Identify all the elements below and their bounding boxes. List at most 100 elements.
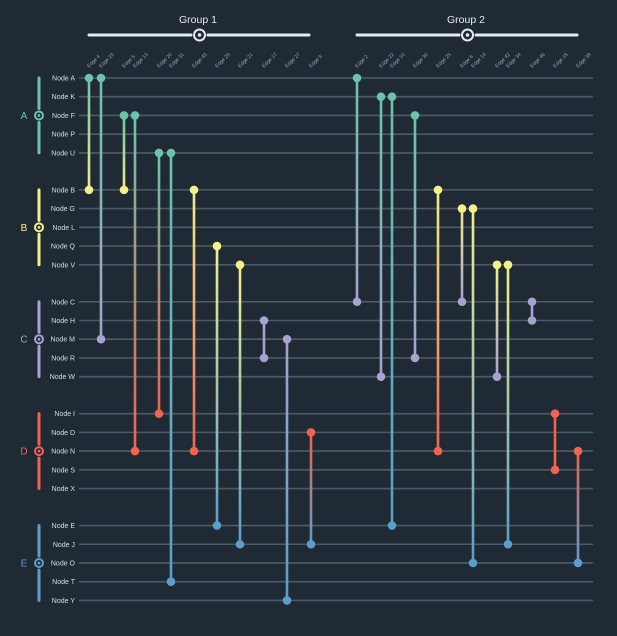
edge-endpoint[interactable] (387, 92, 397, 102)
edge-endpoint[interactable] (573, 446, 583, 456)
node-label: Node M (50, 337, 75, 344)
edge-endpoint[interactable] (376, 92, 386, 102)
edge-endpoint[interactable] (457, 204, 467, 213)
edge-endpoint[interactable] (306, 428, 316, 437)
edge-endpoint[interactable] (376, 372, 386, 381)
group-letter: E (21, 558, 28, 569)
edge-endpoint[interactable] (212, 241, 222, 251)
edge-endpoint[interactable] (527, 316, 537, 325)
edge-13[interactable] (376, 92, 386, 381)
edge-endpoint[interactable] (119, 185, 129, 195)
group-c-marker[interactable]: C (20, 300, 44, 379)
node-label: Node V (52, 262, 76, 269)
edge-0[interactable] (84, 73, 94, 195)
edge-endpoint[interactable] (282, 334, 292, 344)
node-label: Node T (52, 579, 76, 586)
edge-12[interactable] (352, 73, 362, 307)
group-e-marker[interactable]: E (21, 524, 44, 602)
edge-endpoint[interactable] (352, 297, 362, 307)
edge-19[interactable] (492, 260, 502, 381)
edge-9[interactable] (259, 316, 269, 363)
edge-endpoint[interactable] (492, 260, 502, 270)
edge-endpoint[interactable] (189, 446, 199, 456)
node-label: Node D (51, 430, 75, 437)
edge-label: Edge 18 (552, 52, 570, 70)
edge-7[interactable] (212, 241, 222, 530)
edge-label: Edge 17 (261, 52, 279, 70)
group-1-slider[interactable] (87, 28, 311, 42)
node-label: Node J (53, 542, 75, 549)
edge-17[interactable] (457, 204, 467, 307)
edge-endpoint[interactable] (154, 148, 164, 158)
edge-label: Edge 14 (470, 52, 488, 70)
edge-endpoint[interactable] (130, 446, 140, 456)
edge-endpoint[interactable] (527, 297, 537, 307)
edge-8[interactable] (235, 260, 245, 549)
edge-16[interactable] (433, 185, 443, 456)
edge-endpoint[interactable] (259, 353, 269, 363)
edge-label: Edge 46 (529, 52, 547, 70)
edge-endpoint[interactable] (410, 353, 420, 363)
edge-endpoint[interactable] (282, 596, 292, 605)
edge-21[interactable] (527, 297, 537, 325)
edge-endpoint[interactable] (306, 539, 316, 549)
node-label: Node A (52, 76, 75, 83)
edge-endpoint[interactable] (235, 260, 245, 270)
edge-endpoint[interactable] (503, 539, 513, 549)
edge-endpoint[interactable] (119, 111, 129, 120)
edge-5[interactable] (166, 148, 176, 587)
edge-23[interactable] (573, 446, 583, 568)
group-d-marker[interactable]: D (20, 412, 44, 491)
edge-2[interactable] (119, 111, 129, 195)
edge-endpoint[interactable] (166, 577, 176, 587)
edge-endpoint[interactable] (468, 204, 478, 213)
group-b-marker[interactable]: B (21, 188, 44, 267)
edge-endpoint[interactable] (96, 334, 106, 344)
edge-endpoint[interactable] (96, 73, 106, 83)
edge-11[interactable] (306, 428, 316, 549)
group-a-marker[interactable]: A (21, 76, 44, 155)
edge-6[interactable] (189, 185, 199, 456)
edge-label: Edge 45 (191, 52, 209, 70)
node-label: Node O (51, 560, 76, 567)
edge-3[interactable] (130, 111, 140, 456)
edge-endpoint[interactable] (84, 185, 94, 195)
edge-endpoint[interactable] (166, 148, 176, 158)
edge-4[interactable] (154, 148, 164, 418)
edge-endpoint[interactable] (352, 73, 362, 83)
edge-endpoint[interactable] (235, 539, 245, 549)
group-letter: A (21, 111, 28, 122)
edge-endpoint[interactable] (410, 111, 420, 120)
edge-label: Edge 13 (132, 52, 150, 70)
edge-endpoint[interactable] (84, 73, 94, 83)
edge-endpoint[interactable] (457, 297, 467, 307)
edge-endpoint[interactable] (154, 409, 164, 418)
edge-label: Edge 30 (412, 52, 430, 70)
edge-endpoint[interactable] (550, 465, 560, 475)
edge-20[interactable] (503, 260, 513, 549)
edge-endpoint[interactable] (492, 372, 502, 381)
edge-endpoint[interactable] (259, 316, 269, 325)
edge-10[interactable] (282, 334, 292, 605)
edge-endpoint[interactable] (212, 521, 222, 530)
edge-18[interactable] (468, 204, 478, 568)
edge-14[interactable] (387, 92, 397, 530)
edge-1[interactable] (96, 73, 106, 344)
edge-endpoint[interactable] (189, 185, 199, 195)
group-2-slider[interactable] (355, 28, 579, 42)
edge-endpoint[interactable] (130, 111, 140, 120)
edge-22[interactable] (550, 409, 560, 475)
edge-endpoint[interactable] (550, 409, 560, 418)
edge-endpoint[interactable] (433, 185, 443, 195)
edge-label: Edge 15 (98, 52, 116, 70)
edge-endpoint[interactable] (433, 446, 443, 456)
edge-endpoint[interactable] (573, 558, 583, 568)
edge-15[interactable] (410, 111, 420, 363)
edge-endpoint[interactable] (468, 558, 478, 568)
edge-endpoint[interactable] (387, 521, 397, 530)
edge-endpoint[interactable] (503, 260, 513, 270)
node-label: Node B (52, 187, 76, 194)
edge-label: Edge 27 (284, 52, 302, 70)
edge-label: Edge 38 (575, 52, 593, 70)
